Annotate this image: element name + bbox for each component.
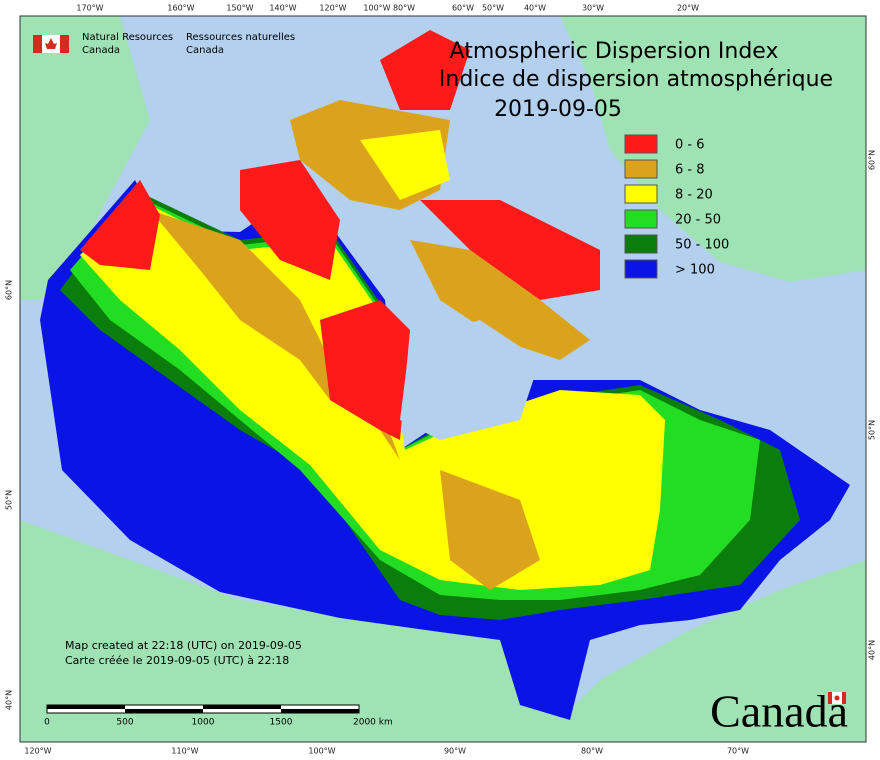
arctic-red — [240, 160, 340, 280]
arctic-red — [380, 30, 470, 110]
graticule-label: 80°W — [393, 4, 415, 13]
scale-label: 2000 km — [353, 718, 393, 728]
graticule-label: 40°N — [5, 690, 14, 710]
scale-label: 1000 — [192, 718, 215, 728]
org-fr: Canada — [186, 45, 224, 56]
maple-leaf — [45, 38, 57, 49]
region-red — [80, 180, 160, 270]
graticule-label: 20°W — [677, 4, 699, 13]
scale-label: 0 — [44, 718, 50, 728]
legend-label: 20 - 50 — [675, 213, 721, 228]
graticule-label: 120°W — [24, 747, 51, 756]
graticule-label: 70°W — [727, 747, 749, 756]
legend-swatch — [624, 134, 658, 154]
graticule-label: 30°W — [582, 4, 604, 13]
scale-label: 500 — [116, 718, 133, 728]
flag-bar — [842, 692, 846, 704]
baffin-red — [420, 200, 600, 300]
flag-bar — [33, 35, 42, 53]
graticule-label: 50°N — [5, 490, 14, 510]
scale-bar — [46, 704, 360, 714]
graticule-label: 90°W — [444, 747, 466, 756]
footnote: Map created at 22:18 (UTC) on 2019-09-05 — [65, 639, 302, 652]
legend-label: 6 - 8 — [675, 163, 705, 178]
legend-swatch — [624, 234, 658, 254]
wordmark-flag — [828, 692, 846, 704]
legend-label: 0 - 6 — [675, 138, 705, 153]
scale-bar-segment — [47, 705, 125, 709]
scale-bar-segment — [203, 705, 281, 709]
legend-label: 50 - 100 — [675, 238, 729, 253]
flag-bar — [60, 35, 69, 53]
graticule-label: 50°N — [868, 420, 877, 440]
legend-swatch — [624, 209, 658, 229]
maple-leaf — [834, 695, 840, 701]
graticule-label: 100°W — [363, 4, 390, 13]
graticule-label: 60°W — [452, 4, 474, 13]
graticule-label: 60°N — [868, 150, 877, 170]
org-fr: Ressources naturelles — [186, 32, 295, 43]
date: 2019-09-05 — [494, 97, 622, 122]
scale-bar-segment — [125, 709, 203, 713]
legend-label: 8 - 20 — [675, 188, 713, 203]
graticule-label: 80°W — [581, 747, 603, 756]
graticule-label: 150°W — [226, 4, 253, 13]
title-en: Atmospheric Dispersion Index — [450, 39, 779, 64]
frame — [19, 15, 867, 743]
graticule-label: 40°N — [868, 640, 877, 660]
graticule-label: 140°W — [269, 4, 296, 13]
legend-label: > 100 — [675, 263, 715, 278]
graticule-label: 170°W — [76, 4, 103, 13]
graticule-label: 160°W — [167, 4, 194, 13]
region-orange — [440, 470, 540, 590]
logo — [33, 35, 69, 53]
usa — [20, 520, 866, 742]
graticule-label: 60°N — [5, 280, 14, 300]
org-en: Natural Resources — [82, 32, 173, 43]
baffin-orange — [410, 240, 590, 360]
map-body — [20, 16, 866, 742]
arctic-yellow — [360, 130, 450, 200]
footnote: Carte créée le 2019-09-05 (UTC) à 22:18 — [65, 654, 289, 667]
greenland — [560, 16, 866, 282]
graticule-label: 40°W — [524, 4, 546, 13]
scale-label: 1500 — [270, 718, 293, 728]
legend-swatch — [624, 159, 658, 179]
flag-bar — [828, 692, 832, 704]
hudson-bay — [400, 320, 540, 440]
legend-swatch — [624, 259, 658, 279]
region-red — [320, 300, 410, 440]
graticule-label: 120°W — [319, 4, 346, 13]
legend-swatch — [624, 184, 658, 204]
scale-bar-segment — [281, 709, 359, 713]
org-en: Canada — [82, 45, 120, 56]
alaska — [20, 16, 150, 300]
title-fr: Indice de dispersion atmosphérique — [439, 67, 833, 92]
graticule-label: 110°W — [171, 747, 198, 756]
graticule-label: 100°W — [308, 747, 335, 756]
wordmark: Canada — [710, 686, 848, 737]
graticule-label: 50°W — [482, 4, 504, 13]
